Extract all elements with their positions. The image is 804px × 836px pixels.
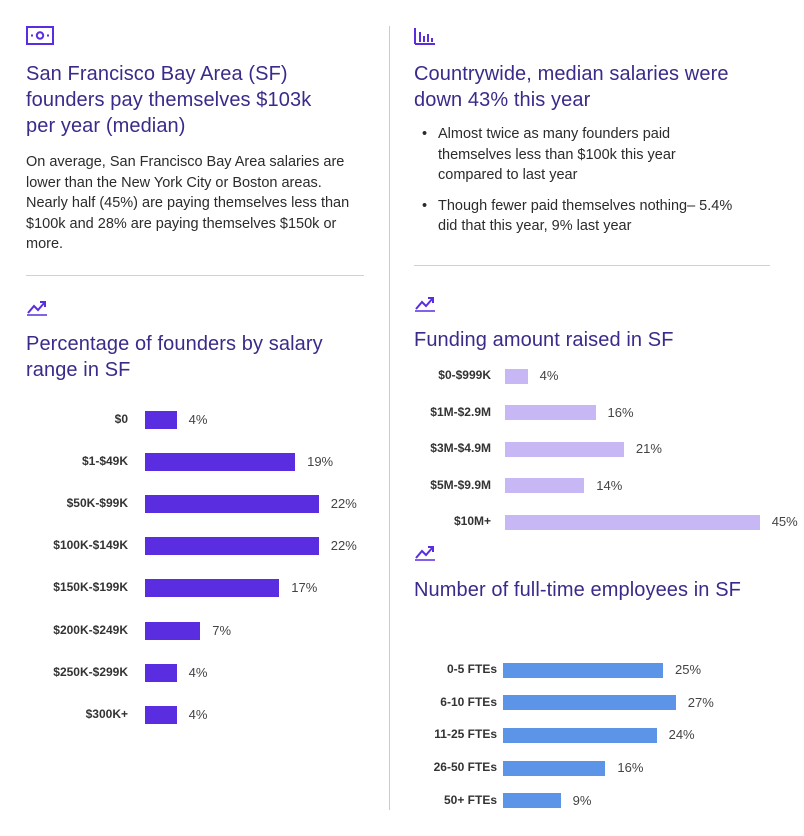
bar-value-label: 21%	[635, 441, 662, 456]
bar	[505, 441, 624, 457]
bar	[505, 478, 585, 493]
bullet-item: Though fewer paid themselves nothing– 5.…	[416, 196, 736, 237]
bar	[503, 695, 676, 711]
bar	[505, 514, 760, 530]
ftes-chart-title: Number of full-time employees in SF	[414, 579, 741, 601]
bar	[145, 453, 296, 472]
bar-category-label: 0-5 FTEs	[446, 662, 497, 676]
bar-category-label: $3M-$4.9M	[430, 441, 491, 455]
bar-category-label: $200K-$249K	[53, 622, 128, 637]
bar	[145, 621, 201, 640]
bar-value-label: 9%	[572, 792, 592, 808]
bar-value-label: 24%	[668, 727, 695, 743]
bar-value-label: 16%	[607, 404, 634, 420]
bar-category-label: $300K+	[85, 706, 128, 721]
bar	[503, 727, 657, 743]
bar-value-label: 27%	[687, 694, 714, 710]
bar	[145, 411, 177, 429]
bar-value-label: 19%	[307, 454, 334, 470]
bar-category-label: 50+ FTEs	[443, 792, 497, 807]
bar-category-label: $0	[114, 412, 128, 426]
bar	[503, 760, 606, 776]
bar	[145, 705, 177, 724]
bar	[503, 662, 663, 678]
bar-chart-icon	[414, 28, 435, 45]
bar-value-label: 4%	[188, 664, 208, 680]
bar	[145, 663, 177, 682]
bar-value-label: 14%	[596, 477, 623, 493]
bar-value-label: 17%	[291, 580, 318, 596]
bar-category-label: 6-10 FTEs	[440, 694, 497, 709]
money-icon	[26, 26, 54, 45]
bar-category-label: $1-$49K	[81, 454, 128, 469]
bar	[505, 405, 596, 420]
bar-category-label: 11-25 FTEs	[434, 727, 497, 742]
bar	[505, 368, 528, 384]
trend-up-icon	[27, 301, 47, 316]
bar	[145, 537, 319, 556]
salary-chart-title: Percentage of founders by salary range i…	[26, 333, 323, 381]
bar-category-label: $5M-$9.9M	[430, 477, 491, 492]
bar-value-label: 22%	[330, 496, 357, 512]
column-divider	[389, 26, 390, 810]
bar-value-label: 22%	[330, 538, 357, 554]
bar-category-label: $50K-$99K	[66, 496, 128, 511]
bar-value-label: 7%	[212, 622, 232, 638]
bar-value-label: 45%	[771, 514, 798, 529]
bar-value-label: 4%	[188, 412, 208, 427]
bar	[145, 495, 319, 514]
left-paragraph: On average, San Francisco Bay Area salar…	[26, 154, 350, 252]
bar-value-label: 4%	[539, 368, 559, 383]
bar-value-label: 4%	[188, 706, 208, 722]
bar-category-label: $0-$999K	[438, 368, 491, 382]
bar	[145, 579, 280, 598]
funding-chart-title: Funding amount raised in SF	[414, 329, 674, 351]
bar	[503, 793, 561, 809]
trend-up-icon	[415, 297, 435, 312]
bar-category-label: $250K-$299K	[53, 664, 128, 679]
bar-category-label: $10M+	[453, 514, 491, 528]
right-bullet-list: Almost twice as many founders paid thems…	[416, 124, 736, 247]
bullet-item: Almost twice as many founders paid thems…	[416, 124, 736, 186]
trend-up-icon	[415, 546, 435, 561]
left-divider	[26, 275, 364, 276]
bar-category-label: $100K-$149K	[53, 538, 128, 553]
right-headline: Countrywide, median salaries were down 4…	[414, 63, 729, 111]
left-headline: San Francisco Bay Area (SF) founders pay…	[26, 63, 312, 137]
bar-category-label: 26-50 FTEs	[433, 760, 497, 775]
right-divider	[414, 265, 770, 266]
bar-value-label: 25%	[675, 662, 702, 677]
bar-category-label: $1M-$2.9M	[430, 404, 491, 419]
bar-value-label: 16%	[617, 760, 644, 776]
bar-category-label: $150K-$199K	[53, 580, 128, 595]
